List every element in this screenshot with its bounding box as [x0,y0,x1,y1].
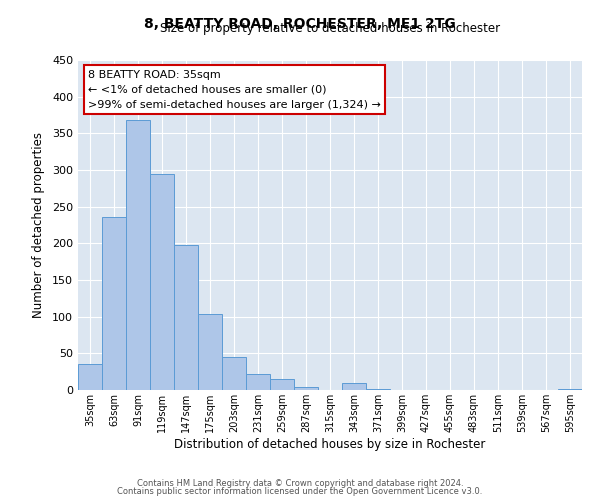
X-axis label: Distribution of detached houses by size in Rochester: Distribution of detached houses by size … [175,438,485,450]
Bar [78,364,102,390]
Text: Contains HM Land Registry data © Crown copyright and database right 2024.: Contains HM Land Registry data © Crown c… [137,478,463,488]
Bar [198,314,222,390]
Bar [126,120,150,390]
Bar [174,245,198,390]
Bar [246,374,270,390]
Bar [294,387,318,390]
Text: 8, BEATTY ROAD, ROCHESTER, ME1 2TG: 8, BEATTY ROAD, ROCHESTER, ME1 2TG [144,18,456,32]
Bar [270,379,294,390]
Text: 8 BEATTY ROAD: 35sqm
← <1% of detached houses are smaller (0)
>99% of semi-detac: 8 BEATTY ROAD: 35sqm ← <1% of detached h… [88,70,381,110]
Title: Size of property relative to detached houses in Rochester: Size of property relative to detached ho… [160,22,500,35]
Bar [150,174,174,390]
Bar [222,357,246,390]
Y-axis label: Number of detached properties: Number of detached properties [32,132,45,318]
Text: Contains public sector information licensed under the Open Government Licence v3: Contains public sector information licen… [118,487,482,496]
Bar [102,217,126,390]
Bar [342,384,366,390]
